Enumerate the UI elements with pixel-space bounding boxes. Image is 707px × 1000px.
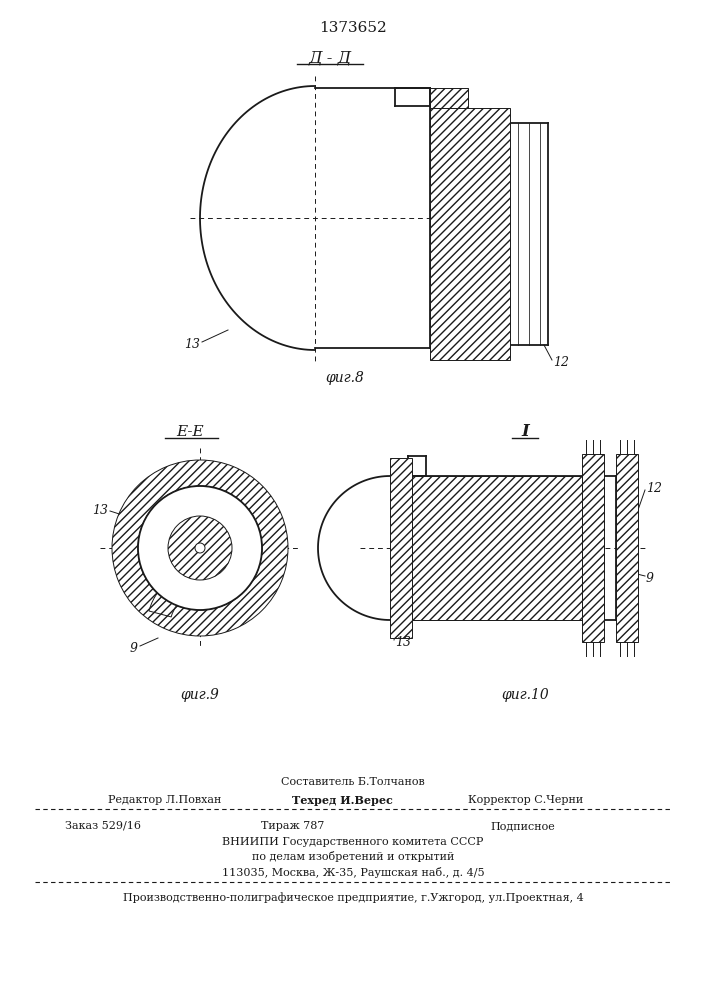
Text: Заказ 529/16: Заказ 529/16 — [65, 821, 141, 831]
Bar — [616, 454, 638, 642]
Text: 12: 12 — [553, 357, 569, 369]
Circle shape — [138, 486, 262, 610]
Bar — [412, 476, 582, 620]
Text: по делам изобретений и открытий: по делам изобретений и открытий — [252, 852, 454, 862]
Text: φиг.10: φиг.10 — [501, 688, 549, 702]
Text: 9: 9 — [130, 642, 138, 654]
Text: ВНИИПИ Государственного комитета СССР: ВНИИПИ Государственного комитета СССР — [222, 837, 484, 847]
Text: Корректор С.Черни: Корректор С.Черни — [468, 795, 583, 805]
Text: 13: 13 — [92, 504, 108, 516]
Text: Тираж 787: Тираж 787 — [262, 821, 325, 831]
Text: Техред И.Верес: Техред И.Верес — [292, 794, 393, 806]
Text: 9: 9 — [646, 572, 654, 584]
Text: Подписное: Подписное — [490, 821, 555, 831]
Text: 12: 12 — [646, 482, 662, 494]
Bar — [430, 88, 468, 108]
Text: E-E: E-E — [176, 425, 204, 439]
Text: φиг.9: φиг.9 — [180, 688, 219, 702]
Text: I: I — [521, 424, 529, 440]
Wedge shape — [149, 568, 220, 617]
Text: Редактор Л.Повхан: Редактор Л.Повхан — [108, 795, 221, 805]
Text: Производственно-полиграфическое предприятие, г.Ужгород, ул.Проектная, 4: Производственно-полиграфическое предприя… — [122, 893, 583, 903]
Text: Д - Д: Д - Д — [308, 49, 351, 66]
Text: Составитель Б.Толчанов: Составитель Б.Толчанов — [281, 777, 425, 787]
Circle shape — [168, 516, 232, 580]
Bar — [390, 458, 412, 638]
Text: 1373652: 1373652 — [319, 21, 387, 35]
Wedge shape — [112, 460, 288, 636]
Circle shape — [195, 543, 205, 553]
Text: 113035, Москва, Ж-35, Раушская наб., д. 4/5: 113035, Москва, Ж-35, Раушская наб., д. … — [222, 866, 484, 878]
Text: φиг.8: φиг.8 — [325, 371, 364, 385]
Text: 13: 13 — [395, 637, 411, 650]
Text: 13: 13 — [184, 338, 200, 352]
Bar — [582, 454, 604, 642]
Bar — [430, 108, 510, 360]
